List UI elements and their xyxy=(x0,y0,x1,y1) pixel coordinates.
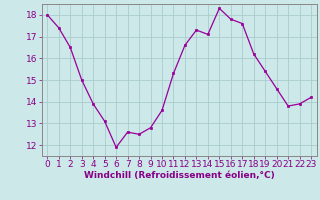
X-axis label: Windchill (Refroidissement éolien,°C): Windchill (Refroidissement éolien,°C) xyxy=(84,171,275,180)
